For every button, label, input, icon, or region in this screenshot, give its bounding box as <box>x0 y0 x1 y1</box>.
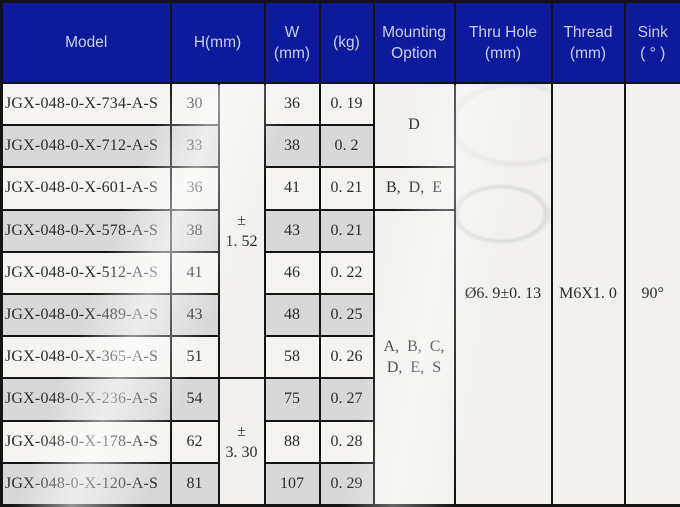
kg-cell: 0. 28 <box>318 419 375 464</box>
model-cell: JGX-048-0-X-365-A-S <box>0 335 172 380</box>
col-header-w: W (mm) <box>263 0 321 84</box>
tolerance-sign: ± <box>237 422 246 440</box>
col-header-sink: Sink ( ° ) <box>623 0 680 84</box>
model-cell: JGX-048-0-X-578-A-S <box>0 208 172 253</box>
h-cell: 30 <box>169 81 220 127</box>
sink-cell: 90° <box>623 82 680 507</box>
h-cell: 54 <box>169 377 220 422</box>
header-label: ( ° ) <box>640 44 666 62</box>
kg-cell: 0. 27 <box>318 377 375 422</box>
thru-hole-cell: Ø6. 9±0. 13 <box>453 82 553 507</box>
header-label: Thread <box>563 23 613 41</box>
mounting-option-cell: A, B, C, D, E, S <box>372 208 456 507</box>
col-header-mounting-option: Mounting Option <box>372 0 456 84</box>
col-header-thread: Thread (mm) <box>550 0 626 84</box>
col-header-model: Model <box>0 0 172 84</box>
header-label: Sink <box>637 23 668 41</box>
header-label: (mm) <box>273 44 311 62</box>
mounting-option-line: D, E, S <box>386 359 442 377</box>
kg-cell: 0. 29 <box>318 461 375 507</box>
w-cell: 88 <box>263 419 321 464</box>
kg-cell: 0. 25 <box>318 292 375 338</box>
model-cell: JGX-048-0-X-712-A-S <box>0 124 172 169</box>
model-cell: JGX-048-0-X-120-A-S <box>0 461 172 507</box>
h-cell: 33 <box>169 124 220 169</box>
model-cell: JGX-048-0-X-178-A-S <box>0 419 172 464</box>
w-cell: 107 <box>263 461 321 507</box>
w-cell: 75 <box>263 377 321 422</box>
header-label: H(mm) <box>193 33 242 51</box>
header-label: W <box>284 23 300 41</box>
kg-cell: 0. 21 <box>318 208 375 253</box>
h-cell: 41 <box>169 250 220 295</box>
h-cell: 36 <box>169 166 220 211</box>
header-row: Model H(mm) W (mm) (kg) Mounting Option Th… <box>0 0 680 84</box>
header-label: Option <box>391 44 437 62</box>
tolerance-sign: ± <box>237 211 246 229</box>
mounting-option-cell: D <box>372 81 456 169</box>
w-cell: 36 <box>263 81 321 127</box>
thread-cell: M6X1. 0 <box>550 82 626 507</box>
w-cell: 58 <box>263 335 321 380</box>
header-label: (mm) <box>484 44 522 62</box>
header-label: (kg) <box>333 33 360 51</box>
w-cell: 41 <box>263 166 321 211</box>
tolerance-value: 3. 30 <box>225 443 258 461</box>
model-cell: JGX-048-0-X-489-A-S <box>0 292 172 338</box>
kg-cell: 0. 19 <box>318 81 375 127</box>
model-cell: JGX-048-0-X-512-A-S <box>0 250 172 295</box>
header-label: Thru Hole <box>468 23 538 41</box>
kg-cell: 0. 21 <box>318 166 375 211</box>
kg-cell: 0. 22 <box>318 250 375 295</box>
mounting-option-cell: B, D, E <box>372 166 456 211</box>
model-cell: JGX-048-0-X-734-A-S <box>0 81 172 127</box>
h-cell: 51 <box>169 335 220 380</box>
col-header-kg: (kg) <box>318 0 375 84</box>
h-cell: 62 <box>169 419 220 464</box>
w-cell: 48 <box>263 292 321 338</box>
h-tolerance-cell: ±3. 30 <box>217 377 266 507</box>
header-label: Model <box>65 33 108 51</box>
h-cell: 81 <box>169 461 220 507</box>
w-cell: 46 <box>263 250 321 295</box>
model-cell: JGX-048-0-X-601-A-S <box>0 166 172 211</box>
header-label: (mm) <box>569 44 607 62</box>
col-header-thru-hole: Thru Hole (mm) <box>453 0 553 84</box>
header-label: Mounting <box>382 23 446 41</box>
model-cell: JGX-048-0-X-236-A-S <box>0 377 172 422</box>
kg-cell: 0. 26 <box>318 335 375 380</box>
table-row: JGX-048-0-X-734-A-S 30 ±1. 52 36 0. 19 D… <box>0 81 680 507</box>
w-cell: 38 <box>263 124 321 169</box>
h-cell: 43 <box>169 292 220 338</box>
tolerance-value: 1. 52 <box>225 232 258 250</box>
col-header-h: H(mm) <box>169 0 266 84</box>
w-cell: 43 <box>263 208 321 253</box>
h-cell: 38 <box>169 208 220 253</box>
kg-cell: 0. 2 <box>318 124 375 169</box>
h-tolerance-cell: ±1. 52 <box>217 81 266 380</box>
mounting-option-line: A, B, C, <box>383 338 445 356</box>
